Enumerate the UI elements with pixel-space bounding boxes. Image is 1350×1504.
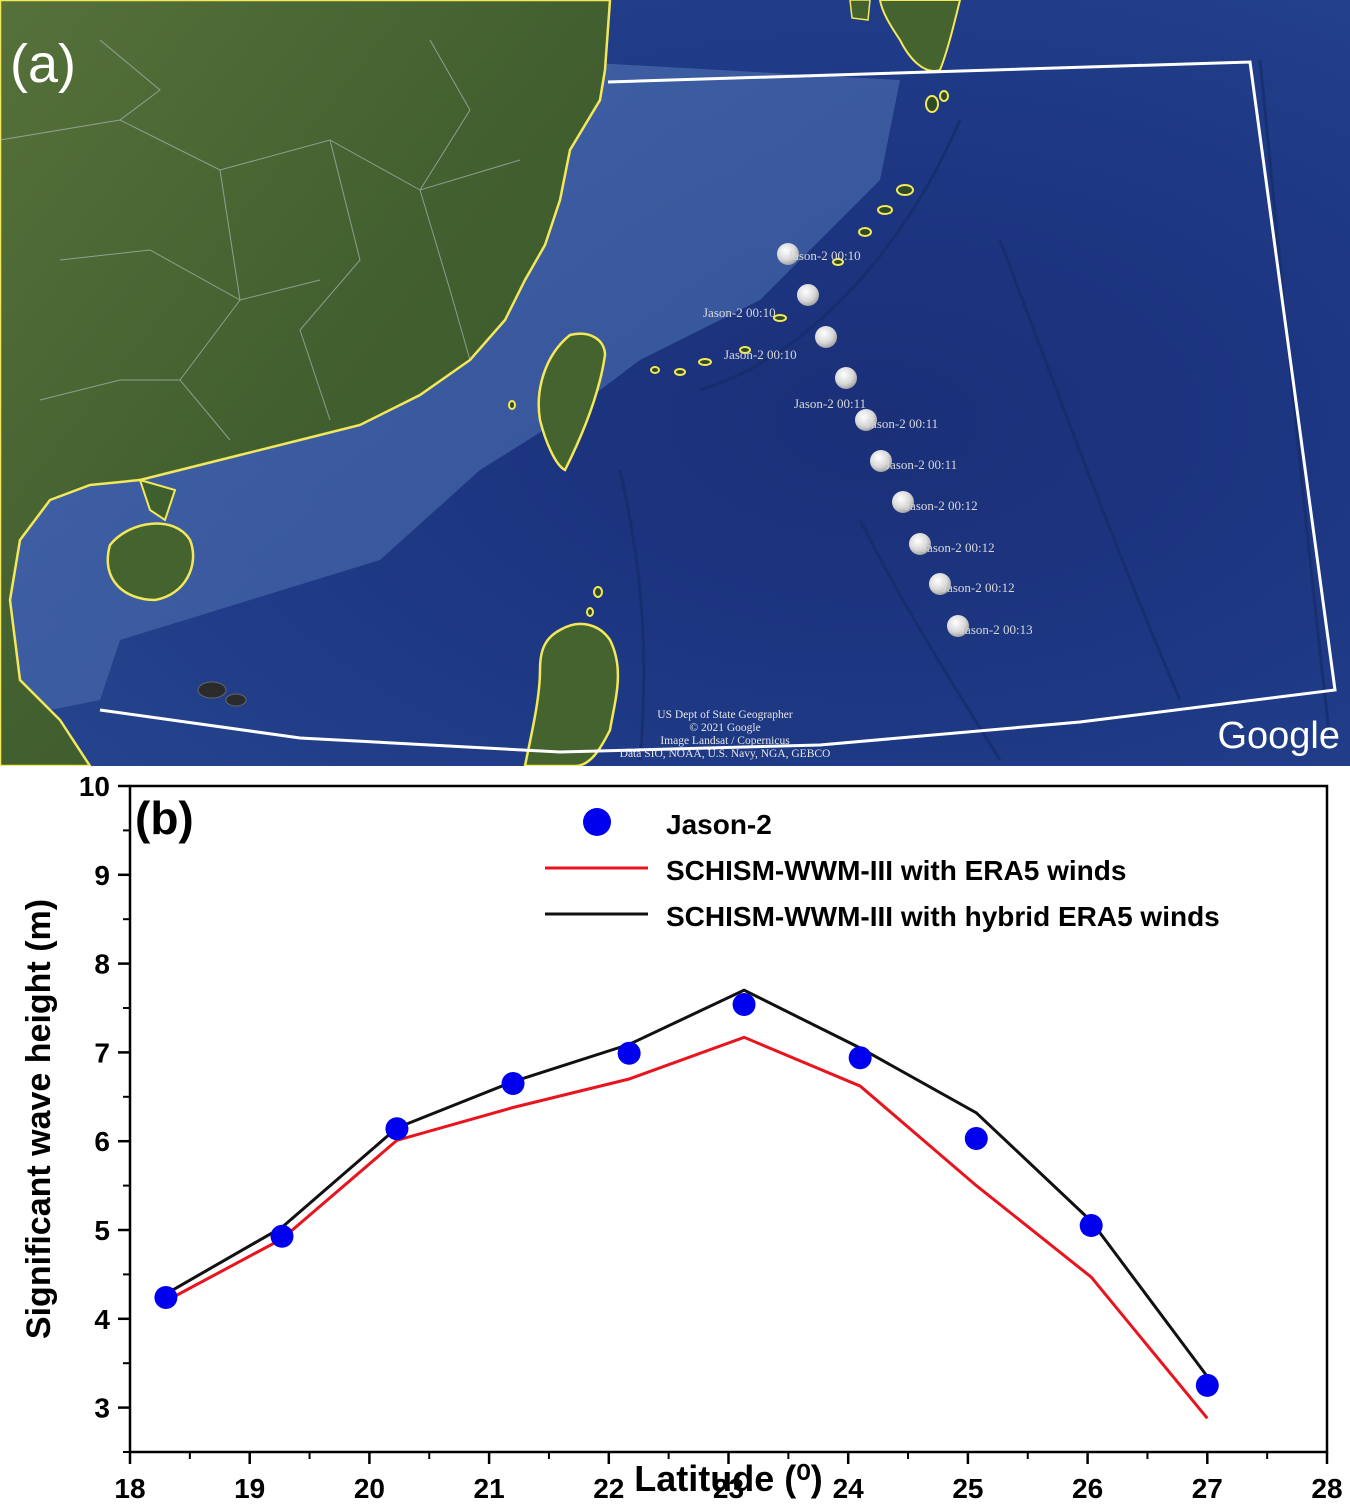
jason2-point xyxy=(732,992,756,1016)
map-attribution: US Dept of State Geographer© 2021 Google… xyxy=(620,709,831,760)
google-watermark: Google xyxy=(1217,715,1340,757)
x-tick-label: 24 xyxy=(833,1473,865,1504)
track-point-marker xyxy=(855,409,877,431)
track-point-label: Jason-2 00:10 xyxy=(703,305,776,320)
legend: Jason-2 SCHISM-WWM-III with ERA5 winds SCH… xyxy=(545,808,1220,932)
track-point-label: Jason-2 00:12 xyxy=(922,540,995,555)
x-tick-label: 25 xyxy=(952,1473,983,1504)
y-tick-label: 8 xyxy=(94,949,110,980)
jason2-point xyxy=(270,1224,294,1248)
jason2-point xyxy=(385,1117,409,1141)
x-axis: 18 19 20 21 22 23 24 25 26 27 28 xyxy=(114,1452,1343,1504)
x-tick-label: 18 xyxy=(114,1473,145,1504)
jason2-point xyxy=(501,1071,525,1095)
chart-panel: 18 19 20 21 22 23 24 25 26 27 28 3 4 5 6 7 8 9 10 Jason-2… xyxy=(0,766,1350,1504)
y-tick-label: 5 xyxy=(94,1215,110,1246)
jason2-point xyxy=(964,1127,988,1151)
x-axis-title: Latitude (⁰) xyxy=(634,1458,822,1499)
leizhou-peninsula xyxy=(138,478,177,522)
legend-marker xyxy=(583,808,611,836)
attribution-line: © 2021 Google xyxy=(689,722,760,734)
track-point-label: Jason-2 00:13 xyxy=(960,622,1033,637)
y-axis-title: Significant wave height (m) xyxy=(20,899,58,1339)
track-point-label: Jason-2 00:10 xyxy=(788,248,861,263)
legend-label: Jason-2 xyxy=(666,809,772,840)
luzon-island xyxy=(523,622,620,766)
chart-panel-label: (b) xyxy=(135,792,194,844)
satellite-map: Jason-2 00:10 Jason-2 00:10 Jason-2 00:10 J… xyxy=(0,0,1350,766)
series-line xyxy=(165,1035,1209,1420)
y-tick-label: 3 xyxy=(94,1393,110,1424)
japan-islet xyxy=(849,0,871,21)
paracel-shoals xyxy=(197,681,247,707)
jason2-point xyxy=(848,1046,872,1070)
attribution-line: US Dept of State Geographer xyxy=(657,709,793,721)
jason2-point xyxy=(154,1285,178,1309)
legend-label: SCHISM-WWM-III with ERA5 winds xyxy=(666,855,1126,886)
map-panel-label: (a) xyxy=(10,34,76,94)
y-tick-label: 4 xyxy=(94,1304,110,1335)
x-tick-label: 19 xyxy=(234,1473,265,1504)
wave-height-chart: 18 19 20 21 22 23 24 25 26 27 28 3 4 5 6 7 8 9 10 Jason-2… xyxy=(20,771,1343,1504)
track-point-marker xyxy=(870,450,892,472)
taiwan-island xyxy=(537,332,607,472)
mainland-china xyxy=(0,0,612,766)
y-axis: 3 4 5 6 7 8 9 10 xyxy=(79,771,130,1453)
y-tick-label: 10 xyxy=(79,771,110,802)
legend-label: SCHISM-WWM-III with hybrid ERA5 winds xyxy=(666,901,1220,932)
series-line xyxy=(165,988,1209,1378)
track-point-marker xyxy=(909,533,931,555)
track-point-marker xyxy=(835,367,857,389)
x-tick-label: 28 xyxy=(1311,1473,1342,1504)
x-tick-label: 20 xyxy=(354,1473,385,1504)
track-point-label: Jason-2 00:11 xyxy=(866,416,938,431)
ryukyu-islands xyxy=(508,90,949,617)
track-point-marker xyxy=(892,491,914,513)
track-point-label: Jason-2 00:12 xyxy=(942,580,1015,595)
track-point-label: Jason-2 00:11 xyxy=(794,396,866,411)
model-domain-boundary xyxy=(99,60,1337,754)
x-tick-label: 27 xyxy=(1192,1473,1223,1504)
jason2-track: Jason-2 00:10 Jason-2 00:10 Jason-2 00:10 J… xyxy=(703,243,1033,637)
x-tick-label: 21 xyxy=(474,1473,505,1504)
continental-shelf xyxy=(0,60,900,720)
jason2-point xyxy=(1195,1373,1219,1397)
track-point-label: Jason-2 00:11 xyxy=(885,457,957,472)
x-tick-label: 26 xyxy=(1072,1473,1103,1504)
x-tick-label: 23 xyxy=(713,1473,744,1504)
attribution-line: Image Landsat / Copernicus xyxy=(660,735,790,747)
hainan-island xyxy=(106,522,195,602)
y-tick-label: 6 xyxy=(94,1126,110,1157)
track-point-marker xyxy=(929,573,951,595)
jason2-point xyxy=(617,1041,641,1065)
track-point-label: Jason-2 00:12 xyxy=(905,498,978,513)
track-point-marker xyxy=(797,284,819,306)
track-point-marker xyxy=(947,615,969,637)
x-tick-label: 22 xyxy=(593,1473,624,1504)
track-point-label: Jason-2 00:10 xyxy=(724,347,797,362)
y-tick-label: 9 xyxy=(94,860,110,891)
jason2-point xyxy=(1079,1214,1103,1238)
series-lines xyxy=(165,988,1209,1420)
map-panel: Jason-2 00:10 Jason-2 00:10 Jason-2 00:10 J… xyxy=(0,0,1350,766)
y-tick-label: 7 xyxy=(94,1037,110,1068)
track-point-marker xyxy=(815,326,837,348)
track-point-marker xyxy=(777,243,799,265)
province-borders xyxy=(0,39,521,441)
kyushu-island xyxy=(878,0,962,72)
attribution-line: Data SIO, NOAA, U.S. Navy, NGA, GEBCO xyxy=(620,748,831,760)
series-points xyxy=(154,992,1219,1397)
